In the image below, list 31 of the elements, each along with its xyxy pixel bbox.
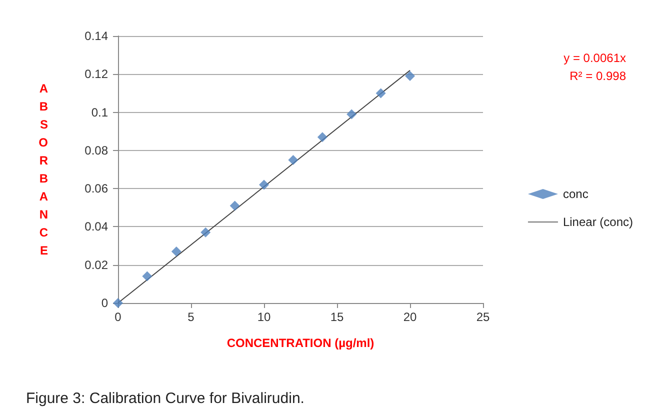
y-tick-label: 0.06 xyxy=(84,182,108,196)
y-tick-label: 0.04 xyxy=(84,220,108,234)
x-tick-label: 5 xyxy=(188,310,195,324)
point xyxy=(317,132,328,142)
y-tick-label: 0.08 xyxy=(84,143,108,158)
x-axis-title: CONCENTRATION (µg/ml) xyxy=(226,336,374,350)
legend-label: conc xyxy=(562,187,588,201)
point xyxy=(259,180,269,190)
text: y = 0.0061x xyxy=(564,51,626,65)
caption: Figure 3: Calibration Curve for Bivalirudin. xyxy=(26,390,304,407)
x-tick-label: 20 xyxy=(403,310,417,324)
x-tick-label: 10 xyxy=(257,310,271,324)
point xyxy=(200,227,211,238)
x-tick-label: 25 xyxy=(476,310,490,324)
text: ABSORBANCE xyxy=(38,82,48,258)
point xyxy=(171,246,182,257)
x-tick-label: 15 xyxy=(330,310,344,324)
text: R² = 0.998 xyxy=(570,69,626,83)
point xyxy=(288,154,298,165)
point xyxy=(142,271,152,282)
point xyxy=(405,71,415,82)
y-tick-label: 0.02 xyxy=(84,258,108,272)
point xyxy=(230,200,240,211)
y-tick-label: 0 xyxy=(101,296,108,310)
point xyxy=(346,109,357,120)
y-tick-label: 0.14 xyxy=(84,29,108,43)
point xyxy=(376,88,386,98)
y-tick-label: 0.12 xyxy=(84,67,108,82)
legend-label: Linear (conc) xyxy=(562,215,634,229)
y-tick-label: 0.1 xyxy=(91,105,108,120)
x-tick-label: 0 xyxy=(114,310,122,324)
